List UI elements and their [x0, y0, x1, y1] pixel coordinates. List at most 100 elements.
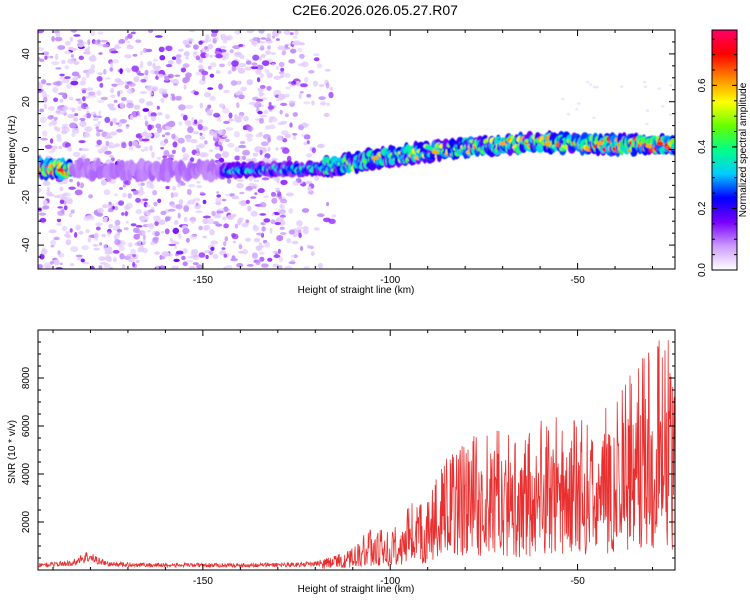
noise-speck	[236, 263, 244, 268]
noise-speck	[195, 202, 199, 207]
noise-speck	[139, 215, 146, 223]
noise-speck	[113, 99, 118, 103]
noise-speck	[66, 83, 73, 89]
noise-speck	[271, 35, 276, 39]
noise-speck	[305, 180, 312, 185]
noise-speck	[250, 196, 257, 199]
noise-speck	[182, 261, 188, 267]
noise-speck	[232, 45, 241, 50]
noise-speck	[52, 86, 59, 93]
noise-speck	[107, 207, 114, 213]
noise-speck	[59, 98, 64, 103]
noise-speck	[144, 69, 149, 76]
signal-hotspot	[57, 168, 64, 173]
noise-speck	[147, 230, 151, 233]
noise-speck	[164, 132, 171, 136]
noise-speck	[185, 44, 191, 48]
noise-speck	[259, 149, 263, 156]
noise-speck	[64, 76, 71, 80]
noise-speck	[38, 30, 45, 34]
noise-speck	[85, 71, 90, 78]
noise-speck	[114, 239, 121, 246]
noise-speck	[147, 209, 155, 213]
noise-speck	[210, 240, 219, 245]
noise-speck	[297, 47, 303, 53]
noise-speck	[148, 30, 154, 33]
noise-speck	[175, 203, 183, 210]
noise-speck	[52, 81, 60, 86]
noise-speck	[138, 98, 145, 104]
noise-speck	[69, 228, 73, 233]
noise-speck	[267, 45, 271, 50]
noise-speck	[100, 179, 107, 186]
noise-speck	[195, 144, 202, 148]
noise-speck	[57, 206, 63, 209]
noise-speck	[324, 68, 331, 72]
noise-speck	[57, 194, 66, 198]
x-tick-label: -50	[570, 576, 585, 587]
noise-speck	[158, 46, 165, 53]
noise-speck	[51, 259, 60, 263]
noise-speck	[277, 45, 286, 51]
noise-speck	[291, 41, 300, 45]
noise-speck	[276, 217, 284, 223]
noise-speck	[211, 210, 216, 216]
noise-speck	[296, 220, 303, 227]
noise-speck	[231, 195, 239, 200]
noise-speck	[209, 149, 213, 153]
noise-speck	[181, 146, 186, 153]
noise-speck	[134, 104, 141, 110]
noise-speck	[246, 264, 254, 267]
noise-speck	[288, 59, 296, 64]
noise-speck	[311, 147, 317, 154]
noise-speck	[266, 33, 271, 39]
noise-speck	[63, 205, 68, 211]
noise-speck	[283, 73, 291, 78]
noise-speck	[53, 97, 59, 103]
noise-speck	[75, 254, 83, 258]
noise-speck	[97, 207, 104, 213]
noise-speck	[69, 36, 73, 43]
noise-speck	[259, 117, 264, 124]
noise-speck	[114, 219, 121, 226]
noise-speck	[198, 119, 203, 124]
noise-speck	[314, 175, 320, 181]
noise-speck	[211, 30, 219, 34]
noise-speck	[159, 55, 166, 61]
noise-speck	[215, 53, 223, 59]
noise-speck	[98, 265, 103, 269]
noise-speck	[276, 137, 284, 141]
noise-speck	[181, 255, 186, 261]
noise-speck	[643, 85, 648, 88]
noise-speck	[149, 145, 153, 152]
noise-speck	[135, 259, 140, 264]
signal-hotspot	[645, 143, 653, 148]
noise-speck	[87, 68, 95, 74]
noise-speck	[122, 184, 126, 188]
noise-speck	[75, 224, 81, 231]
noise-speck	[103, 68, 107, 75]
noise-speck	[39, 108, 45, 113]
noise-speck	[278, 93, 286, 100]
noise-speck	[109, 266, 113, 269]
noise-speck	[50, 245, 55, 248]
noise-speck	[271, 62, 275, 66]
signal-cell	[670, 138, 675, 143]
noise-speck	[154, 221, 159, 226]
noise-speck	[119, 253, 125, 260]
noise-speck	[256, 64, 264, 71]
noise-speck	[83, 51, 91, 55]
noise-speck	[199, 132, 203, 136]
noise-speck	[123, 227, 129, 231]
noise-speck	[311, 100, 315, 106]
noise-speck	[172, 141, 178, 148]
noise-speck	[39, 217, 47, 223]
noise-speck	[74, 232, 78, 238]
noise-speck	[53, 116, 58, 121]
noise-speck	[252, 152, 259, 157]
noise-speck	[312, 80, 319, 87]
noise-speck	[227, 61, 232, 67]
noise-speck	[46, 186, 50, 193]
noise-speck	[239, 140, 246, 145]
noise-speck	[76, 181, 80, 187]
